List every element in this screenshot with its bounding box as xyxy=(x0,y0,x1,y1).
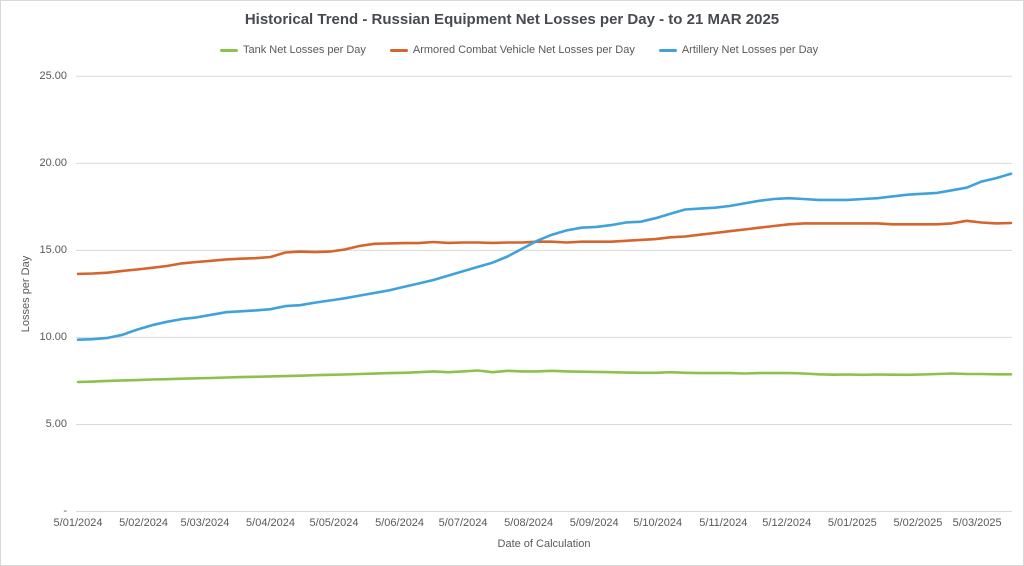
y-tick-label: - xyxy=(63,505,67,517)
y-axis-title: Losses per Day xyxy=(20,255,32,333)
tank-series-swatch-icon xyxy=(220,48,238,52)
y-tick-label: 10.00 xyxy=(39,330,67,343)
series-line-0 xyxy=(76,369,1013,384)
y-tick-label: 25.00 xyxy=(39,69,67,82)
y-tick-label: 20.00 xyxy=(39,156,67,169)
x-tick-label: 5/03/2024 xyxy=(180,517,230,529)
x-tick-label: 5/01/2025 xyxy=(827,517,877,529)
x-tick-label: 5/10/2024 xyxy=(633,517,683,529)
acv-series-swatch-icon xyxy=(389,48,408,52)
legend-item-acv: Armored Combat Vehicle Net Losses per Da… xyxy=(389,44,635,56)
x-tick-label: 5/06/2024 xyxy=(375,517,425,529)
x-tick-label: 5/01/2024 xyxy=(53,517,103,529)
x-tick-label: 5/02/2024 xyxy=(119,517,169,529)
x-axis-title: Date of Calculation xyxy=(497,538,591,550)
x-tick-label: 5/11/2024 xyxy=(699,517,748,529)
artillery-series-swatch-icon xyxy=(658,48,677,52)
x-tick-label: 5/03/2025 xyxy=(952,517,1002,529)
legend-label-acv: Armored Combat Vehicle Net Losses per Da… xyxy=(412,44,635,56)
x-tick-label: 5/04/2024 xyxy=(246,517,295,529)
y-tick-label: 15.00 xyxy=(39,243,67,256)
legend-item-artillery: Artillery Net Losses per Day xyxy=(658,44,819,56)
legend-label-artillery: Artillery Net Losses per Day xyxy=(681,44,819,56)
x-tick-label: 5/08/2024 xyxy=(504,517,554,529)
x-tick-label: 5/09/2024 xyxy=(569,517,619,529)
legend-item-tank: Tank Net Losses per Day xyxy=(220,44,366,56)
x-tick-label: 5/02/2025 xyxy=(893,517,943,529)
y-tick-label: 5.00 xyxy=(45,417,67,430)
x-tick-label: 5/07/2024 xyxy=(438,517,488,529)
legend: Tank Net Losses per Day Armored Combat V… xyxy=(220,44,818,56)
x-tick-label: 5/05/2024 xyxy=(309,517,359,529)
series-line-2 xyxy=(76,172,1013,342)
legend-label-tank: Tank Net Losses per Day xyxy=(243,44,366,56)
chart-title: Historical Trend - Russian Equipment Net… xyxy=(244,11,780,28)
series-line-1 xyxy=(76,219,1013,276)
x-tick-label: 5/12/2024 xyxy=(762,517,812,529)
